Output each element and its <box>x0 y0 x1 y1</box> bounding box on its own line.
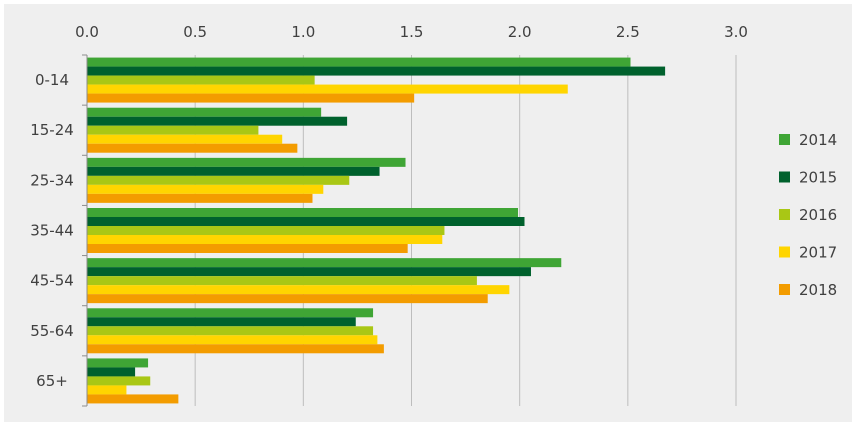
bar-2017-35-44 <box>87 235 443 244</box>
x-tick-label: 2.5 <box>616 23 640 41</box>
category-label: 35-44 <box>30 222 74 240</box>
bar-2015-55-64 <box>87 317 356 327</box>
bar-2017-45-54 <box>87 285 510 295</box>
legend-label-2017: 2017 <box>799 244 837 262</box>
chart-panel: 0.0 0.5 1.0 1.5 2.0 2.5 3.0 0-14 15-24 25-34 35-4… <box>4 4 852 422</box>
y-axis-categories: 0-14 15-24 25-34 35-44 45-54 55-64 65+ <box>30 54 87 407</box>
x-tick-label: 1.5 <box>400 23 424 41</box>
bar-2014-25-34 <box>87 157 406 167</box>
category-label: 15-24 <box>30 121 74 139</box>
legend-label-2014: 2014 <box>799 131 837 149</box>
legend: 2014 2015 2016 2017 2018 <box>779 131 837 299</box>
bar-2015-45-54 <box>87 267 531 277</box>
bar-2016-45-54 <box>87 276 477 286</box>
bar-2014-15-24 <box>87 107 322 117</box>
category-label: 0-14 <box>35 71 69 89</box>
legend-label-2016: 2016 <box>799 206 837 224</box>
legend-label-2018: 2018 <box>799 281 837 299</box>
legend-swatch-2016 <box>779 209 790 220</box>
x-tick-label: 2.0 <box>508 23 532 41</box>
bar-2014-0-14 <box>87 57 631 67</box>
bar-2017-55-64 <box>87 335 378 345</box>
bar-2016-35-44 <box>87 226 445 235</box>
category-label: 45-54 <box>30 272 74 290</box>
legend-swatch-2014 <box>779 134 790 145</box>
bar-2018-0-14 <box>87 93 415 103</box>
bar-2014-45-54 <box>87 258 562 268</box>
bar-2015-65+ <box>87 367 136 377</box>
bar-2016-25-34 <box>87 175 350 185</box>
legend-swatch-2017 <box>779 246 790 258</box>
bar-2015-25-34 <box>87 166 380 176</box>
bar-2016-0-14 <box>87 75 315 85</box>
x-tick-label: 3.0 <box>724 23 748 41</box>
bar-2016-15-24 <box>87 125 259 135</box>
legend-swatch-2015 <box>779 171 790 183</box>
bar-2018-35-44 <box>87 244 408 253</box>
x-tick-label: 0.5 <box>183 23 207 41</box>
bar-2016-55-64 <box>87 326 374 336</box>
bar-2018-15-24 <box>87 143 298 153</box>
x-tick-label: 1.0 <box>291 23 315 41</box>
bar-2018-45-54 <box>87 294 488 304</box>
legend-swatch-2018 <box>779 284 790 295</box>
grouped-bar-chart: 0.0 0.5 1.0 1.5 2.0 2.5 3.0 0-14 15-24 25-34 35-4… <box>30 23 837 407</box>
bar-2018-55-64 <box>87 344 384 354</box>
bar-2017-0-14 <box>87 84 568 94</box>
x-axis-ticks: 0.0 0.5 1.0 1.5 2.0 2.5 3.0 <box>75 23 748 41</box>
bar-2015-15-24 <box>87 116 348 126</box>
category-label: 25-34 <box>30 171 74 189</box>
bars <box>87 57 666 404</box>
legend-label-2015: 2015 <box>799 169 837 187</box>
bar-2014-65+ <box>87 358 149 368</box>
category-label: 65+ <box>36 372 68 390</box>
x-tick-label: 0.0 <box>75 23 99 41</box>
bar-2017-65+ <box>87 385 127 395</box>
bar-2017-15-24 <box>87 134 283 144</box>
category-label: 55-64 <box>30 322 74 340</box>
bar-2016-65+ <box>87 376 151 386</box>
bar-2014-55-64 <box>87 308 374 318</box>
bar-2018-25-34 <box>87 193 313 203</box>
bar-2015-0-14 <box>87 66 666 76</box>
bar-2018-65+ <box>87 394 179 404</box>
bar-2014-35-44 <box>87 208 519 217</box>
bar-2015-35-44 <box>87 217 525 226</box>
bar-2017-25-34 <box>87 184 324 194</box>
